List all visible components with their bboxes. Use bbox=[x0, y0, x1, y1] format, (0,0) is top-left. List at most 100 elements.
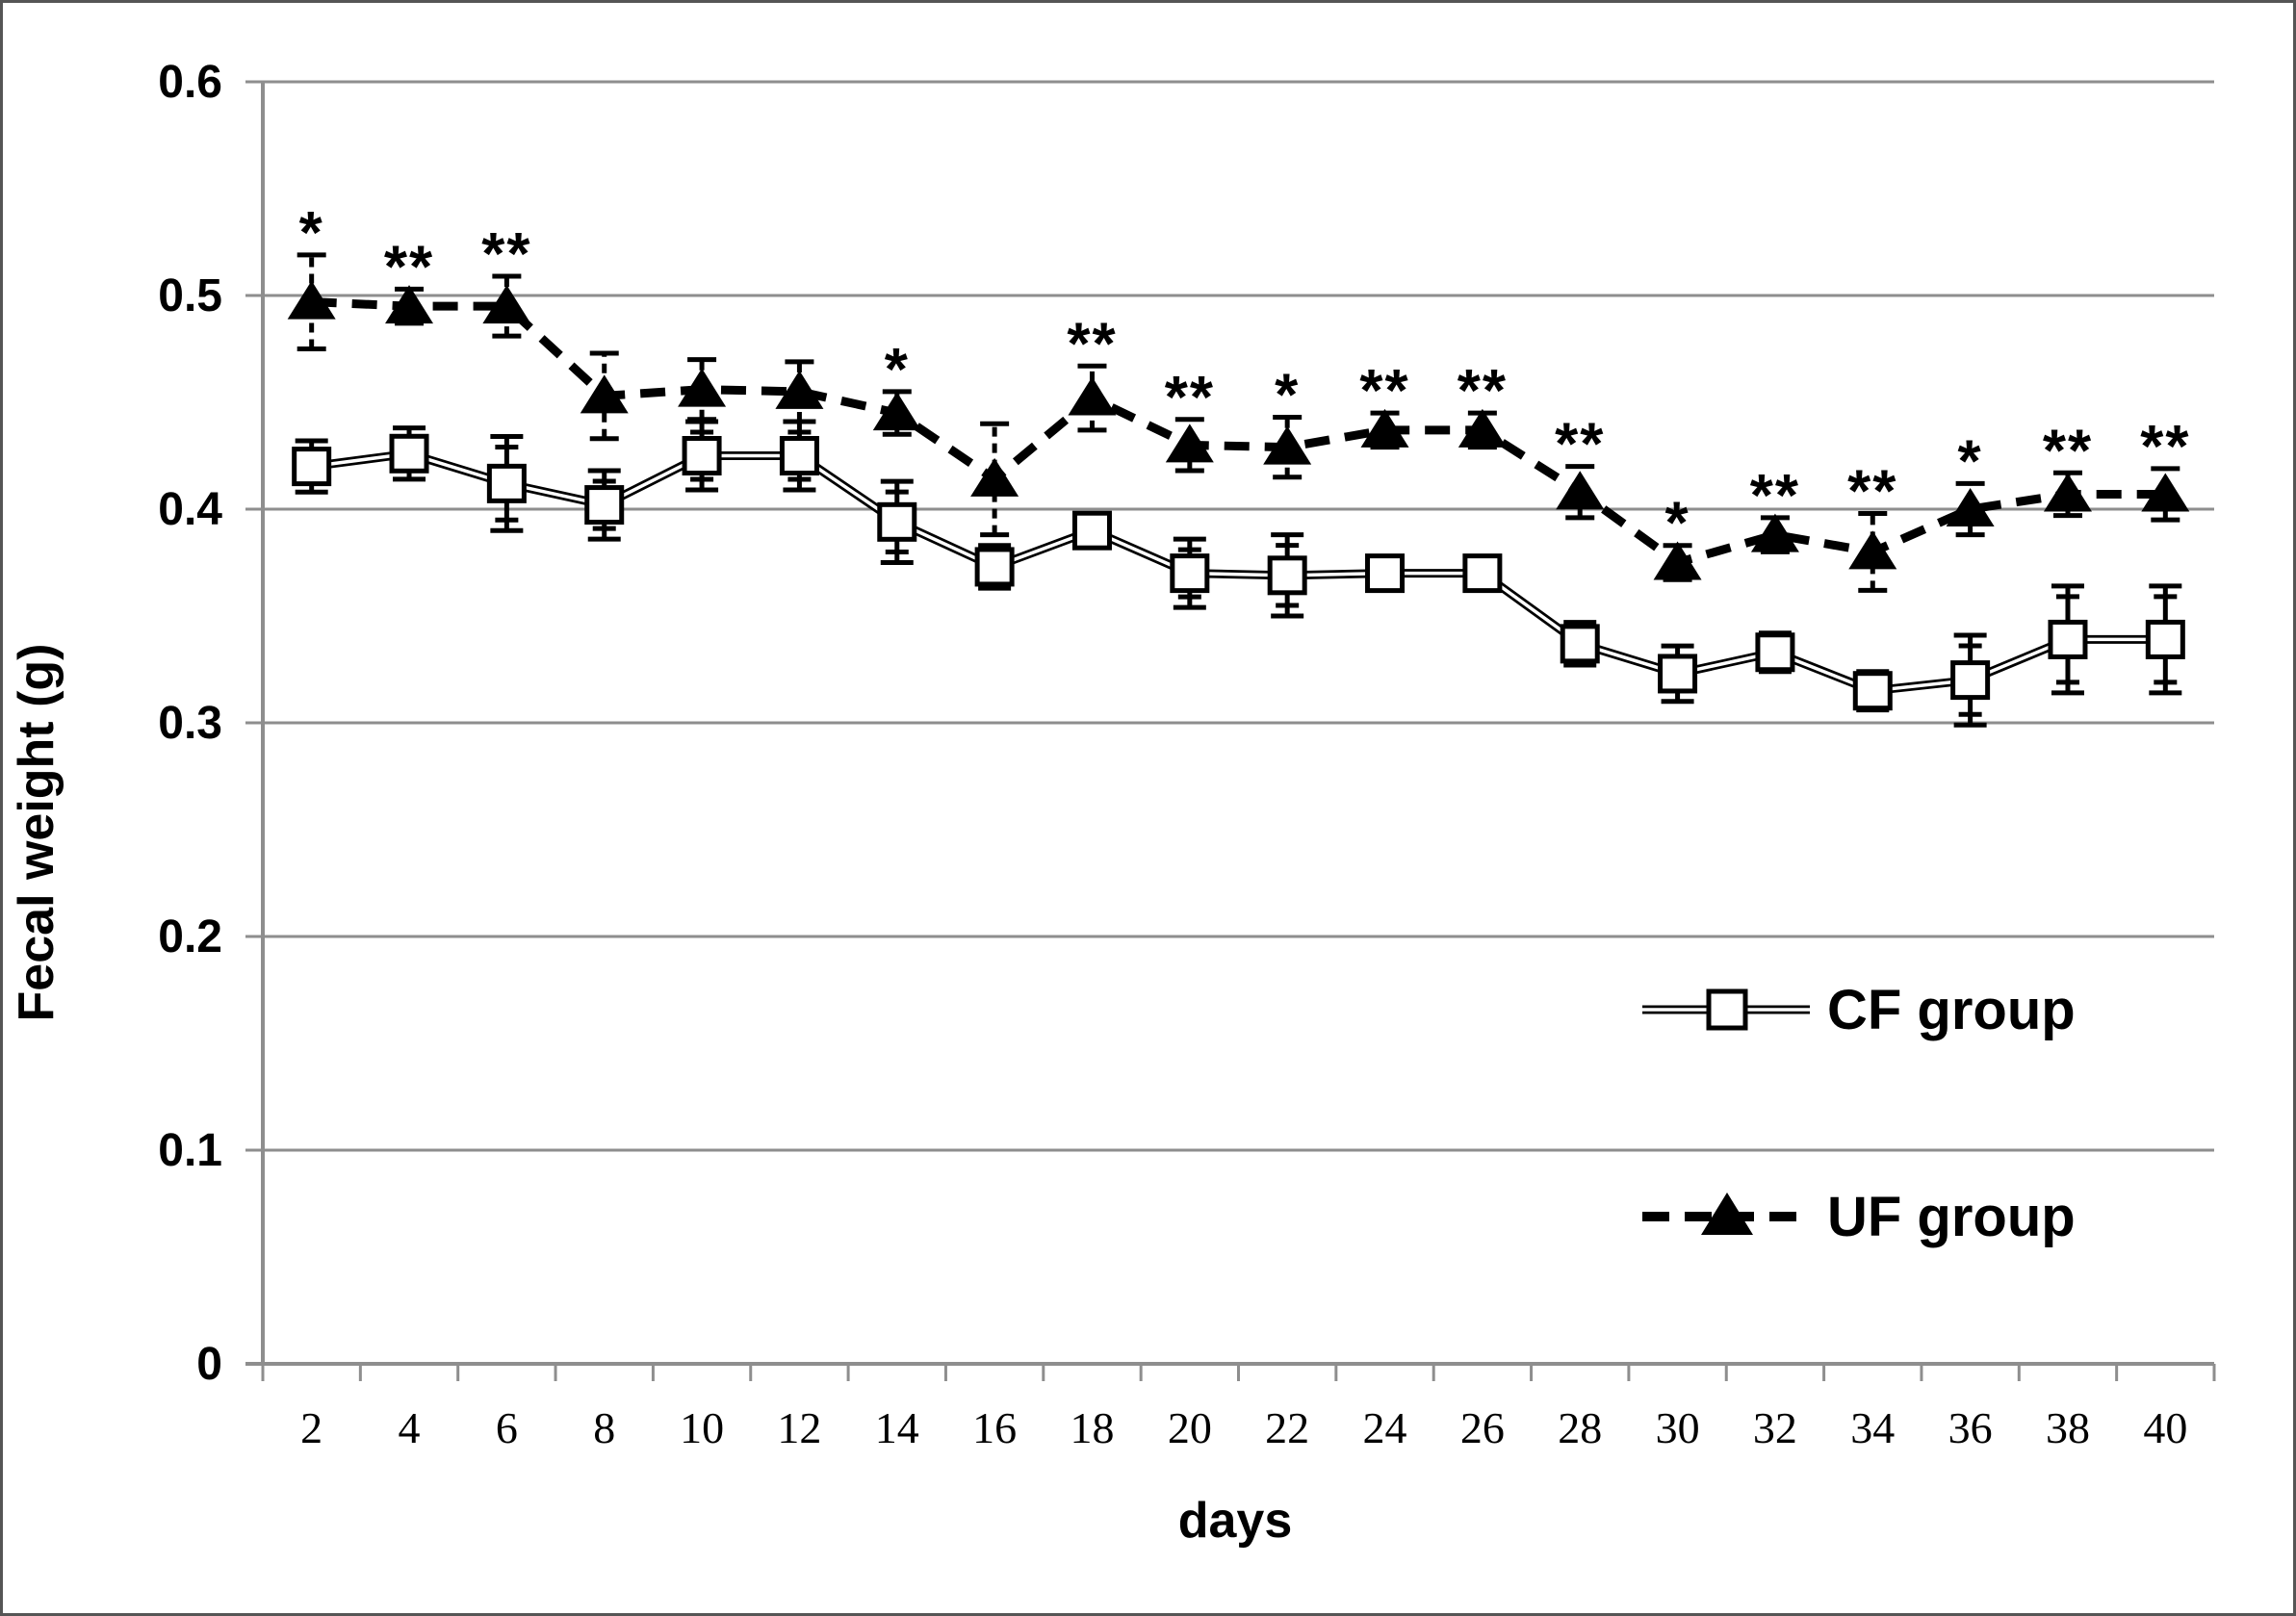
x-tick-label: 2 bbox=[300, 1403, 322, 1452]
x-axis-title: days bbox=[1178, 1493, 1293, 1549]
x-tick-label: 6 bbox=[496, 1403, 518, 1452]
significance-asterisk: ** bbox=[1067, 311, 1117, 377]
uf-marker-triangle bbox=[1946, 488, 1995, 526]
uf-marker-triangle bbox=[1556, 471, 1605, 510]
legend: CF group UF group bbox=[1642, 979, 2076, 1248]
cf-marker-square bbox=[1852, 671, 1893, 711]
x-tick-label: 16 bbox=[972, 1403, 1017, 1452]
error-bars bbox=[295, 252, 2182, 728]
x-tick-label: 26 bbox=[1460, 1403, 1505, 1452]
fecal-weight-line-chart: *** *** **** * ** ***** ** ** * ** ** 00.10.20.30.… bbox=[9, 57, 2216, 1549]
uf-error-bar bbox=[1077, 363, 1107, 433]
cf-marker-square bbox=[2048, 619, 2088, 659]
x-tick-label: 32 bbox=[1753, 1403, 1797, 1452]
x-tick-label: 20 bbox=[1168, 1403, 1212, 1452]
x-tick-label: 12 bbox=[777, 1403, 821, 1452]
uf-marker-triangle bbox=[872, 392, 921, 431]
cf-marker-square bbox=[1365, 553, 1406, 594]
significance-asterisk: ** bbox=[1165, 365, 1215, 431]
significance-asterisk: * bbox=[1958, 428, 1983, 495]
uf-marker-triangle bbox=[385, 285, 434, 324]
significance-asterisk: ** bbox=[1555, 412, 1605, 478]
cf-error-bar bbox=[1173, 536, 1206, 610]
x-tick-label: 34 bbox=[1850, 1403, 1895, 1452]
uf-marker-triangle bbox=[1458, 408, 1507, 448]
significance-asterisk: ** bbox=[2043, 418, 2093, 484]
legend-uf-label: UF group bbox=[1827, 1186, 2076, 1248]
significance-asterisk: * bbox=[1665, 491, 1690, 557]
cf-marker-square bbox=[1462, 553, 1503, 594]
x-tick-label: 8 bbox=[593, 1403, 615, 1452]
legend-cf-marker bbox=[1706, 988, 1748, 1031]
cf-marker-square bbox=[1658, 654, 1698, 694]
cf-marker-square bbox=[1170, 553, 1210, 594]
significance-asterisk: ** bbox=[384, 234, 434, 300]
uf-line bbox=[311, 297, 2166, 568]
uf-marker-triangle bbox=[2141, 473, 2190, 512]
axes bbox=[245, 80, 2216, 1381]
legend-uf-marker bbox=[1701, 1193, 1753, 1235]
x-tick-label: 18 bbox=[1070, 1403, 1114, 1452]
x-tick-label: 36 bbox=[1948, 1403, 1993, 1452]
cf-marker-square bbox=[779, 436, 819, 475]
significance-asterisk: ** bbox=[1359, 358, 1409, 424]
cf-marker-square bbox=[486, 463, 527, 503]
x-tick-label: 30 bbox=[1656, 1403, 1700, 1452]
uf-error-bar bbox=[297, 252, 326, 351]
cf-marker-square bbox=[1560, 624, 1600, 664]
uf-marker-triangle bbox=[1068, 376, 1117, 416]
cf-marker-square bbox=[877, 501, 917, 542]
significance-asterisk: ** bbox=[1750, 463, 1800, 529]
cf-marker-square bbox=[1071, 510, 1112, 551]
x-tick-label: 40 bbox=[2143, 1403, 2187, 1452]
y-tick-label: 0.6 bbox=[158, 57, 222, 108]
x-tick-label: 22 bbox=[1265, 1403, 1309, 1452]
uf-marker-triangle bbox=[1848, 530, 1897, 570]
tick-labels: 00.10.20.30.40.50.62 4 6 8 10 12 14 16 18 20 22 24 2… bbox=[158, 57, 2187, 1452]
significance-asterisk: ** bbox=[481, 221, 531, 288]
y-tick-label: 0.5 bbox=[158, 270, 222, 321]
cf-marker-square bbox=[974, 547, 1015, 587]
uf-marker-triangle bbox=[970, 457, 1019, 497]
uf-marker-triangle bbox=[1165, 423, 1214, 463]
cf-marker-square bbox=[2145, 619, 2185, 659]
cf-marker-square bbox=[389, 433, 429, 474]
series-markers bbox=[287, 280, 2190, 711]
uf-marker-triangle bbox=[2043, 473, 2092, 512]
uf-marker-triangle bbox=[580, 374, 629, 414]
y-tick-label: 0.2 bbox=[158, 911, 222, 962]
uf-marker-triangle bbox=[1263, 425, 1312, 465]
x-tick-label: 28 bbox=[1558, 1403, 1602, 1452]
x-tick-label: 4 bbox=[399, 1403, 421, 1452]
x-tick-label: 14 bbox=[875, 1403, 919, 1452]
significance-asterisk: ** bbox=[1458, 358, 1508, 424]
significance-asterisk: * bbox=[885, 337, 910, 403]
y-axis-title: Fecal weight (g) bbox=[9, 644, 64, 1022]
cf-marker-square bbox=[1950, 660, 1991, 701]
significance-markers: *** *** **** * ** ***** ** ** * ** ** bbox=[299, 200, 2190, 557]
uf-marker-triangle bbox=[1360, 408, 1409, 448]
cf-marker-square bbox=[682, 436, 722, 475]
x-tick-label: 24 bbox=[1363, 1403, 1407, 1452]
y-tick-label: 0.4 bbox=[158, 484, 222, 535]
significance-asterisk: * bbox=[299, 200, 324, 267]
significance-asterisk: ** bbox=[2140, 414, 2190, 480]
x-tick-label: 38 bbox=[2046, 1403, 2090, 1452]
cf-marker-square bbox=[1755, 632, 1795, 673]
x-tick-label: 10 bbox=[680, 1403, 724, 1452]
uf-marker-triangle bbox=[1750, 513, 1799, 552]
cf-marker-square bbox=[1267, 555, 1307, 596]
significance-asterisk: ** bbox=[1847, 458, 1897, 525]
cf-marker-square bbox=[584, 485, 625, 526]
y-tick-label: 0.3 bbox=[158, 698, 222, 749]
cf-marker-square bbox=[292, 447, 332, 487]
uf-marker-triangle bbox=[775, 370, 824, 409]
legend-cf-label: CF group bbox=[1827, 979, 2076, 1041]
uf-marker-triangle bbox=[482, 285, 531, 324]
uf-marker-triangle bbox=[1653, 541, 1702, 580]
uf-marker-triangle bbox=[287, 280, 336, 320]
significance-asterisk: * bbox=[1275, 363, 1300, 429]
y-tick-label: 0 bbox=[196, 1339, 222, 1390]
y-tick-label: 0.1 bbox=[158, 1125, 222, 1176]
